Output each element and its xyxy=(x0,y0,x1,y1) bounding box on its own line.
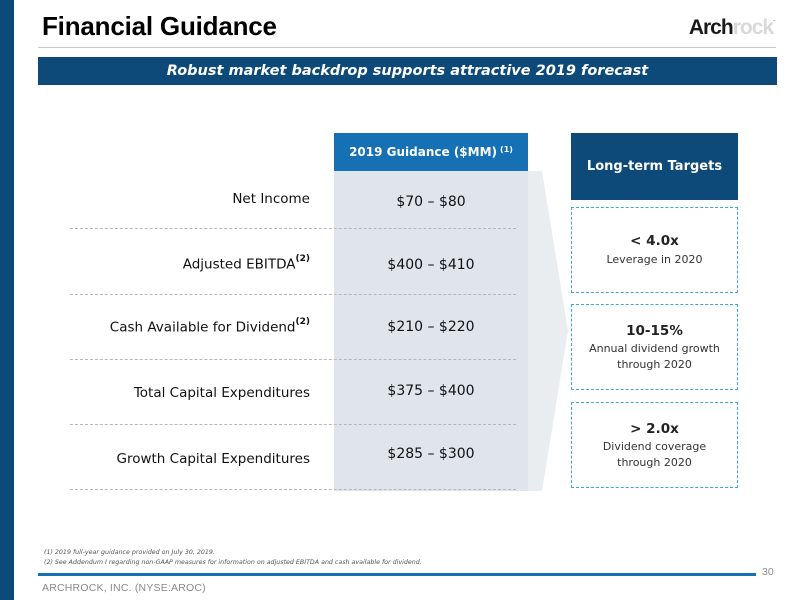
guidance-header-footnote: (1) xyxy=(500,144,513,154)
logo-accent-text: rock xyxy=(732,16,774,39)
row-value-cash-available: $210 – $220 xyxy=(387,319,475,335)
row-divider xyxy=(70,424,516,425)
guidance-header-label: 2019 Guidance ($MM) xyxy=(349,145,498,159)
row-label-growth-capex: Growth Capital Expenditures xyxy=(117,451,311,467)
target-value: > 2.0x xyxy=(630,421,679,437)
target-leverage-box: < 4.0x Leverage in 2020 xyxy=(571,207,738,293)
row-value-growth-capex: $285 – $300 xyxy=(387,446,475,462)
row-label-text: Adjusted EBITDA xyxy=(182,256,296,273)
footer-divider xyxy=(38,573,756,576)
target-description-line2: through 2020 xyxy=(617,456,692,469)
subtitle-banner: Robust market backdrop supports attracti… xyxy=(38,57,777,85)
row-footnote: (2) xyxy=(295,317,311,327)
footnote-1: (1) 2019 full-year guidance provided on … xyxy=(44,549,215,556)
row-label-net-income: Net Income xyxy=(232,191,310,207)
row-label-total-capex: Total Capital Expenditures xyxy=(134,385,310,401)
row-label-text: Growth Capital Expenditures xyxy=(116,451,311,467)
footnotes: (1) 2019 full-year guidance provided on … xyxy=(44,548,422,568)
row-divider xyxy=(70,228,516,229)
row-value-total-capex: $375 – $400 xyxy=(387,383,475,399)
row-label-adjusted-ebitda: Adjusted EBITDA(2) xyxy=(182,254,311,273)
archrock-logo: Archrock. xyxy=(688,16,775,40)
guidance-column-header: 2019 Guidance ($MM) (1) xyxy=(334,133,528,171)
guidance-values-panel xyxy=(334,171,528,491)
logo-mark: . xyxy=(773,16,775,23)
footnote-2: (2) See Addendum I regarding non-GAAP me… xyxy=(44,559,422,566)
row-label-text: Net Income xyxy=(232,191,310,207)
title-divider xyxy=(38,47,776,48)
row-value-net-income: $70 – $80 xyxy=(396,194,466,210)
target-description: Leverage in 2020 xyxy=(606,253,703,266)
target-value: < 4.0x xyxy=(630,233,679,249)
row-divider xyxy=(70,294,516,295)
page-number: 30 xyxy=(762,566,774,578)
row-label-text: Total Capital Expenditures xyxy=(133,385,310,401)
row-footnote: (2) xyxy=(295,254,311,264)
chevron-arrow-graphic xyxy=(528,171,568,491)
chevron-shape xyxy=(528,171,568,491)
row-divider xyxy=(70,359,516,360)
row-label-cash-available: Cash Available for Dividend(2) xyxy=(109,317,311,336)
target-dividend-coverage-box: > 2.0x Dividend coverage through 2020 xyxy=(571,402,738,488)
target-description: Dividend coverage xyxy=(602,440,707,453)
long-term-targets-header: Long-term Targets xyxy=(571,133,738,200)
logo-main-text: Arch xyxy=(688,16,734,39)
target-dividend-growth-box: 10-15% Annual dividend growth through 20… xyxy=(571,304,738,390)
footer-company: ARCHROCK, INC. (NYSE:AROC) xyxy=(42,582,206,594)
page-title: Financial Guidance xyxy=(42,11,277,41)
target-description: Annual dividend growth xyxy=(589,342,720,355)
target-description-line2: through 2020 xyxy=(617,358,692,371)
left-accent-bar xyxy=(0,0,14,600)
row-divider xyxy=(70,489,516,490)
target-value: 10-15% xyxy=(626,323,683,339)
row-label-text: Cash Available for Dividend xyxy=(109,319,296,336)
row-value-adjusted-ebitda: $400 – $410 xyxy=(387,257,475,273)
